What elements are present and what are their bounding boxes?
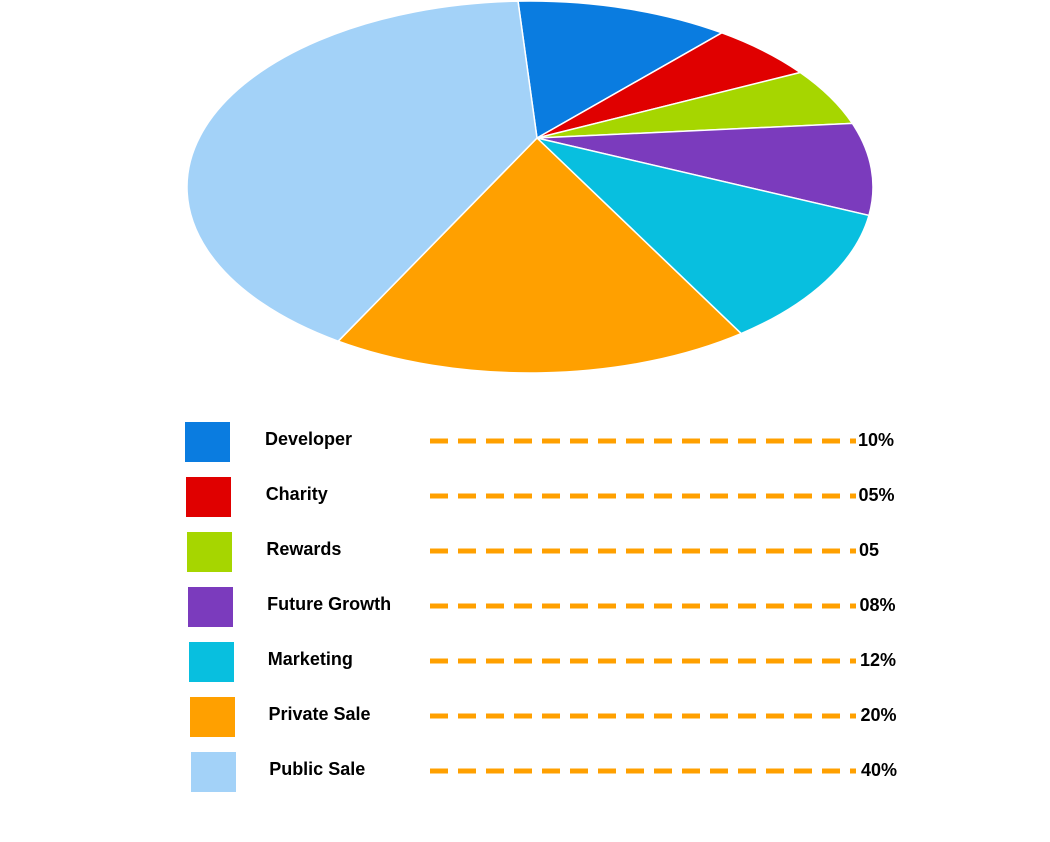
- pie-slice: [517, 0, 724, 140]
- value-label: 10%: [858, 430, 894, 450]
- pie-slice: [336, 136, 743, 374]
- value-label: 05: [859, 540, 879, 560]
- legend-label: Marketing: [268, 649, 353, 669]
- value-label: 08%: [860, 595, 896, 615]
- legend-swatch: [187, 532, 232, 572]
- value-label: 05%: [859, 485, 895, 505]
- legend-label: Developer: [265, 429, 352, 449]
- value-label: 20%: [861, 705, 897, 725]
- legend-label: Charity: [266, 484, 328, 504]
- legend-swatch: [185, 422, 230, 462]
- legend-swatch: [191, 752, 236, 792]
- legend-label: Private Sale: [269, 704, 371, 724]
- legend-label: Rewards: [266, 539, 341, 559]
- value-label: 12%: [860, 650, 896, 670]
- legend-swatch: [186, 477, 231, 517]
- legend-label: Public Sale: [269, 759, 365, 779]
- pie-slice: [534, 136, 870, 335]
- legend-swatch: [189, 642, 234, 682]
- pie-slice: [536, 122, 874, 217]
- value-label: 40%: [861, 760, 897, 780]
- pie-slice: [186, 0, 538, 343]
- legend-label: Future Growth: [267, 594, 391, 614]
- legend-swatch: [190, 697, 235, 737]
- legend-swatch: [188, 587, 233, 627]
